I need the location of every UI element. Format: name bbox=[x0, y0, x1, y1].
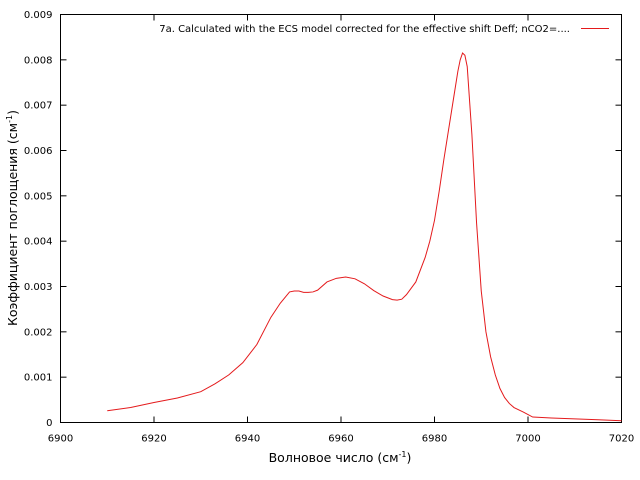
x-axis-unit-sup: -1 bbox=[399, 450, 407, 459]
x-axis-unit-close: ) bbox=[407, 450, 412, 465]
y-tick-label: 0.005 bbox=[24, 191, 53, 202]
y-axis-label-text: Коэффициент поглощения bbox=[5, 148, 20, 326]
ticks bbox=[60, 14, 622, 423]
legend: 7a. Calculated with the ECS model correc… bbox=[159, 24, 609, 35]
y-axis-unit: (см bbox=[5, 123, 20, 144]
x-tick-label: 6920 bbox=[141, 434, 166, 445]
legend-label: 7a. Calculated with the ECS model correc… bbox=[159, 24, 570, 35]
x-axis-label: Волновое число (см-1) bbox=[269, 450, 412, 465]
y-axis-label: Коэффициент поглощения (см-1) bbox=[5, 110, 20, 326]
y-tick-label: 0 bbox=[46, 418, 52, 429]
x-tick-label: 7000 bbox=[515, 434, 540, 445]
x-axis-label-text: Волновое число bbox=[269, 450, 374, 465]
x-tick-label: 7020 bbox=[609, 434, 634, 445]
x-axis-unit: (см bbox=[377, 450, 398, 465]
y-axis-unit-close: ) bbox=[5, 110, 20, 115]
x-tick-label: 6980 bbox=[422, 434, 447, 445]
x-tick-label: 6940 bbox=[235, 434, 260, 445]
tick-labels: 6900 6920 6940 6960 6980 7000 7020 0 0.001 0.002 0… bbox=[24, 10, 634, 445]
y-tick-label: 0.003 bbox=[24, 282, 53, 293]
plot-frame bbox=[60, 14, 622, 423]
y-tick-label: 0.004 bbox=[24, 237, 53, 248]
y-axis-unit-sup: -1 bbox=[5, 115, 14, 123]
y-tick-label: 0.002 bbox=[24, 327, 53, 338]
y-tick-label: 0.008 bbox=[24, 55, 53, 66]
series-line bbox=[107, 52, 622, 422]
y-tick-label: 0.007 bbox=[24, 101, 53, 112]
x-tick-label: 6960 bbox=[328, 434, 353, 445]
y-tick-label: 0.009 bbox=[24, 10, 53, 21]
y-tick-label: 0.006 bbox=[24, 146, 53, 157]
y-tick-label: 0.001 bbox=[24, 373, 53, 384]
x-tick-label: 6900 bbox=[48, 434, 73, 445]
